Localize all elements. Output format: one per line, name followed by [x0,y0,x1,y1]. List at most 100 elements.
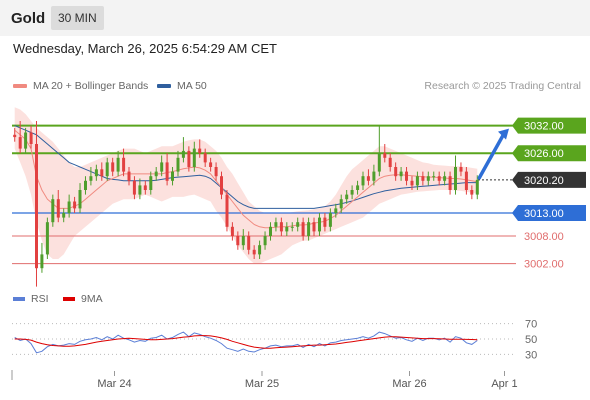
candle-body [143,185,147,190]
candle-body [176,157,180,172]
legend-ma20: MA 20 + Bollinger Bands [13,80,148,92]
candle-body [51,199,55,223]
candle [247,231,251,255]
rsi-tick-50: 50 [525,334,537,346]
x-tick-label: Apr 1 [491,378,517,390]
candle-body [328,213,332,227]
timeframe-button[interactable]: 30 MIN [51,6,104,30]
candle-body [45,222,49,255]
level-tag-3008-00: 3008.00 [524,231,564,243]
candle-body [464,171,468,190]
rsi-series-9ma [14,335,478,349]
candle-body [149,176,153,190]
candle-body [421,176,425,181]
candle [285,222,289,236]
candle [203,148,207,167]
level-tag-3032-00: 3032.00 [524,121,564,133]
candle [73,196,77,213]
candle [56,190,60,223]
candle-body [18,137,22,149]
candle-body [111,162,115,172]
candle [149,171,153,195]
candle [318,213,321,236]
candle-body [312,222,316,232]
candle-body [29,132,33,144]
candle-body [448,176,452,190]
forecast-arrow-head [498,128,509,140]
candle [312,217,316,236]
candle [470,185,474,200]
candle-body [269,226,272,236]
candle-body [285,226,289,232]
level-tag-bg [512,205,586,221]
candle [40,242,44,273]
candle [94,164,98,181]
candle [105,157,109,181]
candle [29,125,33,149]
candle [372,164,376,186]
candle-body [122,157,126,172]
legend-rsi: RSI [13,293,49,305]
candle-body [339,199,343,209]
legend-rsi-swatch [13,297,25,302]
candle [241,229,245,250]
candle [432,171,436,181]
candle [296,217,300,232]
candle-body [274,222,278,227]
candle [394,162,398,181]
candle-body [258,245,262,255]
level-tag-3002-00: 3002.00 [524,259,564,271]
legend-ma50-label: MA 50 [177,80,207,92]
level-tag-3026-00: 3026.00 [524,148,564,160]
x-tick-label: Mar 26 [392,378,426,390]
candle [84,176,87,195]
candle-body [454,167,457,190]
research-credit: Research © 2025 Trading Central [424,80,581,92]
candle-body [296,222,300,227]
legend-ma20-label: MA 20 + Bollinger Bands [33,80,149,92]
candle-body [171,171,174,181]
candle [214,162,218,181]
candle-body [241,236,245,246]
bollinger-band-area [14,107,478,264]
candle-body [62,213,66,218]
candle [415,171,419,190]
candle [220,171,223,200]
candle [459,162,463,177]
candle-body [214,167,218,177]
candle-body [366,176,370,181]
candle [67,194,71,218]
candle [448,171,452,195]
candle-body [160,162,164,172]
candle [198,139,202,158]
candle-body [220,176,223,195]
rsi-series-rsi [14,331,478,354]
candle [100,162,104,181]
level-tag-bg [512,171,586,188]
candle [176,150,180,177]
candle-body [89,176,93,181]
candle [356,180,360,195]
candle [279,217,283,236]
candle [35,121,38,287]
candle [45,217,49,259]
candle [171,167,174,186]
candle-body [67,201,71,213]
candle-body [203,153,207,163]
x-tick-label: Mar 25 [245,378,279,390]
candle [24,127,28,154]
candle-body [350,190,354,195]
candle-body [236,236,240,246]
candle [160,155,164,177]
candle [116,150,120,177]
candle [132,176,136,200]
legend-ma50-swatch [157,84,171,89]
candle-body [192,148,196,167]
candle [263,231,267,250]
candle-body [209,162,213,167]
candle [51,194,55,227]
candle-body [181,150,185,158]
candle-body [225,194,229,227]
x-tick-label: Mar 24 [97,378,131,390]
candle-body [307,222,311,236]
